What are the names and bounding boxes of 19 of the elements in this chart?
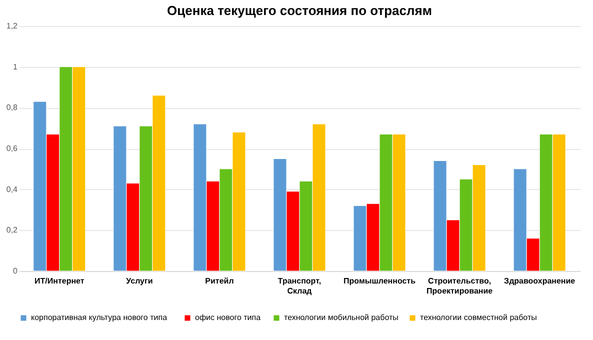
legend-label: корпоративная культура нового типа: [31, 312, 168, 322]
y-tick-label: 0,2: [6, 226, 18, 235]
x-tick-label: Здравоохранение: [504, 276, 576, 286]
y-tick-label: 1: [13, 62, 18, 72]
y-tick-label: 1,2: [6, 22, 18, 30]
y-tick-label: 0,8: [6, 103, 18, 112]
legend-label: технологии мобильной работы: [284, 312, 399, 322]
chart-title: Оценка текущего состояния по отраслям: [167, 3, 432, 18]
x-tick-label: ИТ/Интернет: [34, 276, 84, 286]
x-tick-label: Строительство, Проектирование: [426, 276, 494, 296]
y-tick-label: 0,4: [6, 184, 18, 194]
y-tick-label: 0: [13, 266, 18, 276]
legend-label: офис нового типа: [195, 312, 262, 322]
y-tick-label: 0,6: [6, 144, 18, 153]
x-tick-label: Транспорт, Склад: [278, 276, 322, 296]
x-tick-label: Промышленность: [344, 276, 416, 286]
x-tick-label: Ритейл: [205, 276, 234, 286]
legend-label: технологии совместной работы: [420, 312, 538, 322]
x-tick-label: Услуги: [126, 276, 153, 286]
